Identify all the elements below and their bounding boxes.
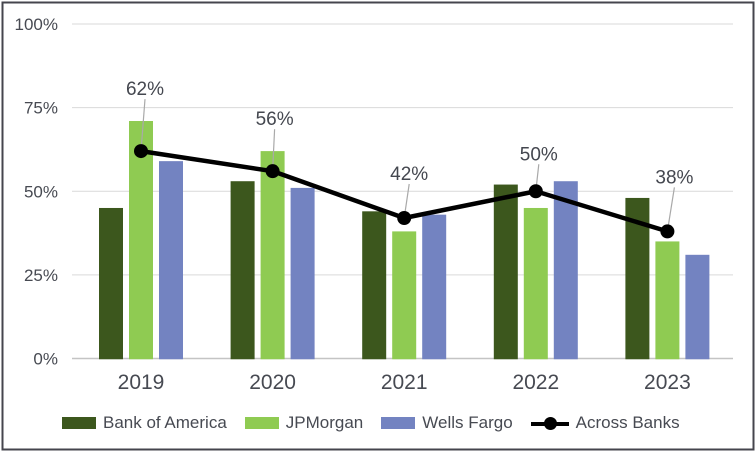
label-leader-line xyxy=(140,99,146,152)
bar-jpmorgan-2022 xyxy=(523,207,548,360)
bar-jpmorgan-2020 xyxy=(260,151,285,360)
line-point-2019 xyxy=(134,144,148,159)
legend-label: Bank of America xyxy=(103,413,227,432)
label-leader-line xyxy=(666,187,675,232)
legend-item-across-banks: Across Banks xyxy=(530,413,680,433)
x-axis-label-2022: 2022 xyxy=(512,371,559,394)
legend-label: Across Banks xyxy=(575,413,680,432)
bar-bank-of-america-2019 xyxy=(99,207,123,360)
label-leader-line xyxy=(272,129,276,172)
legend-label: JPMorgan xyxy=(285,413,364,432)
y-tick-label-50: 50% xyxy=(24,182,58,201)
bar-bank-of-america-2021 xyxy=(362,211,387,360)
chart-legend: Bank of America JPMorgan Wells Fargo Acr… xyxy=(62,413,680,433)
legend-swatch-across-banks-line xyxy=(530,416,569,430)
bar-wells-fargo-2019 xyxy=(159,161,183,360)
x-axis-label-2023: 2023 xyxy=(644,371,691,394)
y-tick-label-75: 75% xyxy=(24,99,58,118)
data-label-2023: 38% xyxy=(655,167,693,188)
data-label-2020: 56% xyxy=(256,109,294,130)
legend-swatch-wells-fargo xyxy=(381,417,416,429)
line-point-2021 xyxy=(397,211,412,226)
bar-wells-fargo-2021 xyxy=(422,214,447,360)
data-label-2021: 42% xyxy=(390,164,428,185)
legend-swatch-bank-of-america xyxy=(62,417,96,429)
bar-bank-of-america-2020 xyxy=(230,181,255,360)
y-tick-label-0: 0% xyxy=(33,350,58,369)
line-point-2022 xyxy=(528,184,543,199)
data-label-2022: 50% xyxy=(520,144,558,165)
legend-item-jpmorgan: JPMorgan xyxy=(244,413,364,433)
y-tick-label-25: 25% xyxy=(24,266,58,285)
legend-item-bank-of-america: Bank of America xyxy=(62,413,227,433)
line-point-2023 xyxy=(660,224,675,239)
y-tick-label-100: 100% xyxy=(15,15,58,34)
bar-bank-of-america-2022 xyxy=(493,184,518,360)
bar-jpmorgan-2023 xyxy=(655,241,680,360)
x-axis-label-2021: 2021 xyxy=(381,371,428,394)
bar-wells-fargo-2023 xyxy=(685,254,710,360)
bar-jpmorgan-2021 xyxy=(392,231,417,360)
bar-jpmorgan-2019 xyxy=(129,121,153,360)
data-label-2019: 62% xyxy=(126,79,164,100)
bar-wells-fargo-2020 xyxy=(290,187,315,360)
legend-label: Wells Fargo xyxy=(422,413,513,432)
bar-wells-fargo-2022 xyxy=(553,181,578,360)
x-axis-label-2019: 2019 xyxy=(118,371,165,394)
legend-item-wells-fargo: Wells Fargo xyxy=(381,413,513,433)
legend-swatch-jpmorgan xyxy=(244,417,279,429)
x-axis-label-2020: 2020 xyxy=(249,371,296,394)
line-point-2020 xyxy=(265,164,280,179)
